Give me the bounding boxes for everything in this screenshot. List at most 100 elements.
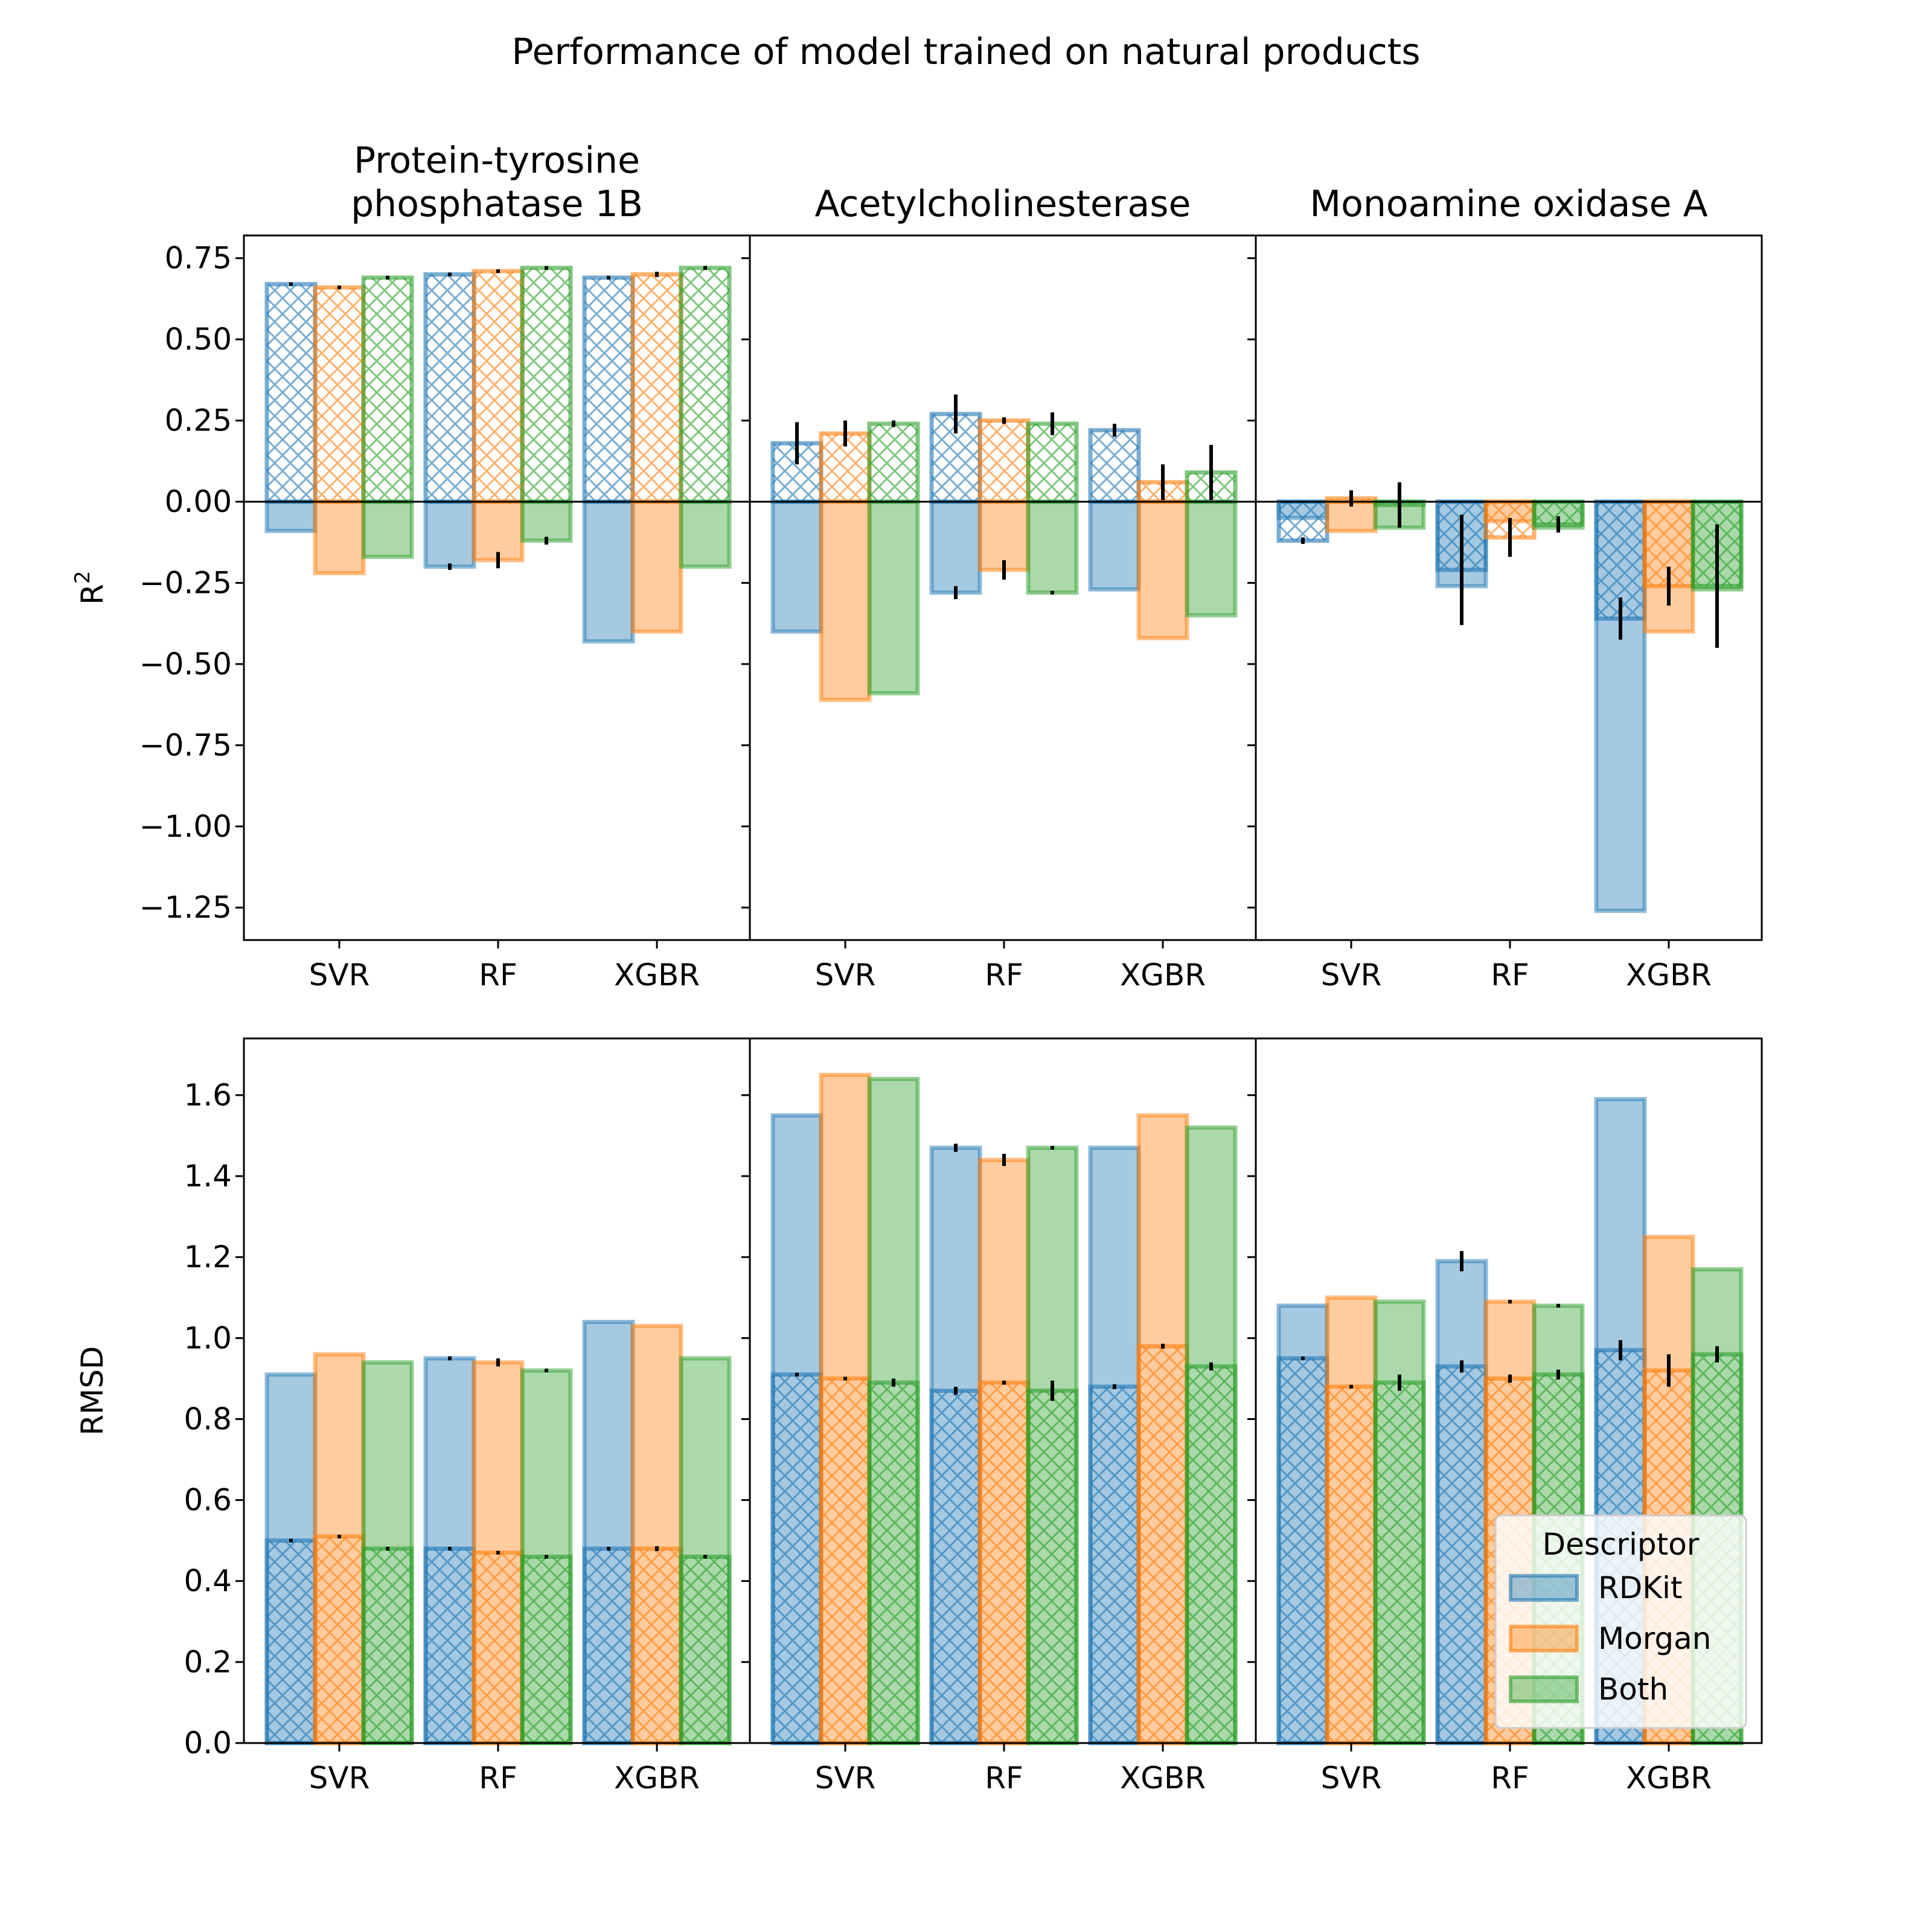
- y-axis-label-rmsd: RMSD: [75, 1346, 110, 1435]
- bar-solid-rf-rdkit: [929, 499, 982, 595]
- bar-hatched-svr-rdkit: [770, 1372, 824, 1745]
- x-tick-label-svr: SVR: [815, 958, 876, 993]
- bar-hatched-svr-rdkit: [264, 1538, 318, 1745]
- bar-solid-xgbr-both: [679, 499, 732, 569]
- bar-hatched-xgbr-rdkit: [582, 275, 635, 504]
- y-tick-label: −0.50: [139, 647, 232, 682]
- y-tick-label: −0.75: [139, 728, 232, 763]
- y-axis-label-r2: R2: [71, 571, 110, 604]
- bar-hatched-rf-morgan: [472, 269, 525, 504]
- x-tick-label-svr: SVR: [1321, 958, 1382, 993]
- legend-swatch-both: [1509, 1675, 1579, 1703]
- x-tick-label-xgbr: XGBR: [614, 958, 700, 993]
- bar-solid-svr-morgan: [313, 499, 366, 575]
- legend-label-both: Both: [1598, 1672, 1668, 1707]
- bar-hatched-svr-morgan: [819, 1376, 872, 1745]
- x-tick-label-rf: RF: [1491, 958, 1529, 993]
- legend-swatch-morgan: [1509, 1625, 1579, 1652]
- bar-hatched-svr-both: [867, 421, 920, 504]
- x-tick-label-rf: RF: [479, 1761, 517, 1796]
- bar-solid-svr-both: [361, 499, 414, 559]
- bar-hatched-rf-morgan: [472, 1550, 525, 1745]
- bar-hatched-rf-morgan: [977, 418, 1031, 504]
- x-tick-label-xgbr: XGBR: [1120, 958, 1206, 993]
- panel-title: Protein-tyrosine: [354, 139, 640, 182]
- bar-solid-xgbr-both: [1185, 499, 1238, 618]
- x-tick-label-rf: RF: [479, 958, 517, 993]
- panel-rmsd-protein-tyrosine-phosphatase-1b: SVR RF XGBR: [235, 1037, 751, 1796]
- y-tick-label: −1.00: [139, 809, 232, 844]
- bar-solid-xgbr-morgan: [630, 499, 683, 634]
- y-tick-label: 0.0: [184, 1726, 232, 1761]
- y-tick-label: 0.00: [165, 484, 232, 519]
- bar-hatched-xgbr-both: [679, 1554, 732, 1745]
- y-tick-label: −0.25: [139, 565, 232, 600]
- y-axis-label-text: RMSD: [75, 1346, 110, 1435]
- x-tick-label-svr: SVR: [815, 1761, 876, 1796]
- y-tick-label: 0.8: [184, 1401, 232, 1436]
- bar-solid-xgbr-morgan: [1136, 499, 1189, 641]
- bar-hatched-xgbr-morgan: [630, 1546, 683, 1745]
- x-tick-label-xgbr: XGBR: [1626, 958, 1712, 993]
- x-tick-label-svr: SVR: [309, 1761, 370, 1796]
- x-tick-label-xgbr: XGBR: [1120, 1761, 1206, 1796]
- bar-solid-rf-both: [520, 499, 573, 543]
- bar-hatched-svr-rdkit: [1276, 1356, 1329, 1745]
- x-tick-label-rf: RF: [985, 1761, 1023, 1796]
- y-tick-label: −1.25: [139, 890, 232, 925]
- y-tick-label: 1.0: [184, 1320, 232, 1355]
- panel-rmsd-acetylcholinesterase: SVR RF XGBR: [741, 1037, 1257, 1796]
- bar-hatched-svr-both: [361, 1546, 414, 1745]
- bar-hatched-svr-morgan: [313, 285, 366, 504]
- panel-r2-acetylcholinesterase: SVR RF XGBR: [741, 234, 1257, 993]
- bar-hatched-svr-rdkit: [264, 282, 318, 504]
- bar-hatched-rf-both: [1026, 1389, 1079, 1745]
- bar-solid-rf-both: [1026, 499, 1079, 595]
- bar-hatched-xgbr-rdkit: [1088, 1384, 1141, 1745]
- panel-title: phosphatase 1B: [351, 183, 643, 225]
- panel-r2-protein-tyrosine-phosphatase-1b: SVR RF XGBR: [235, 234, 751, 993]
- bar-solid-svr-both: [867, 499, 920, 696]
- legend-box: [1494, 1514, 1747, 1729]
- bar-hatched-rf-rdkit: [423, 1546, 476, 1745]
- x-tick-label-svr: SVR: [309, 958, 370, 993]
- x-tick-label-rf: RF: [985, 958, 1023, 993]
- bar-hatched-svr-both: [1373, 1380, 1426, 1745]
- y-tick-label: 1.4: [184, 1159, 232, 1194]
- bar-hatched-rf-both: [520, 266, 573, 504]
- bar-solid-xgbr-rdkit: [1088, 499, 1141, 592]
- legend-swatch-rdkit: [1509, 1574, 1579, 1602]
- bar-hatched-xgbr-both: [1185, 1364, 1238, 1745]
- x-tick-label-xgbr: XGBR: [614, 1761, 700, 1796]
- panel-frame: [1255, 1037, 1763, 1744]
- bar-solid-svr-morgan: [819, 499, 872, 702]
- x-tick-label-xgbr: XGBR: [1626, 1761, 1712, 1796]
- bar-hatched-xgbr-morgan: [630, 272, 683, 504]
- y-tick-label: 0.2: [184, 1645, 232, 1680]
- panel-frame: [1255, 234, 1763, 941]
- legend-label-morgan: Morgan: [1598, 1621, 1711, 1656]
- bar-hatched-xgbr-rdkit: [582, 1546, 635, 1745]
- bar-solid-rf-morgan: [472, 499, 525, 563]
- bar-hatched-rf-both: [520, 1554, 573, 1745]
- bar-hatched-svr-rdkit: [1276, 499, 1329, 543]
- y-tick-label: 1.6: [184, 1078, 232, 1113]
- bar-hatched-rf-both: [1026, 421, 1079, 504]
- bar-hatched-svr-morgan: [1325, 1384, 1378, 1745]
- bar-solid-rf-morgan: [977, 499, 1031, 572]
- bar-hatched-rf-rdkit: [423, 272, 476, 504]
- bar-solid-svr-rdkit: [264, 499, 318, 533]
- y-tick-label: 0.25: [165, 403, 232, 438]
- legend-label-rdkit: RDKit: [1598, 1570, 1683, 1605]
- bar-solid-svr-rdkit: [770, 499, 824, 634]
- bar-hatched-svr-both: [361, 275, 414, 504]
- y-tick-label: 0.6: [184, 1483, 232, 1518]
- x-tick-label-rf: RF: [1491, 1761, 1529, 1796]
- bar-hatched-rf-morgan: [977, 1380, 1031, 1745]
- panel-title: Acetylcholinesterase: [815, 183, 1191, 225]
- bar-solid-rf-rdkit: [423, 499, 476, 569]
- bar-hatched-rf-rdkit: [929, 1389, 982, 1745]
- bar-hatched-xgbr-morgan: [1136, 1344, 1189, 1745]
- bar-hatched-xgbr-both: [679, 266, 732, 504]
